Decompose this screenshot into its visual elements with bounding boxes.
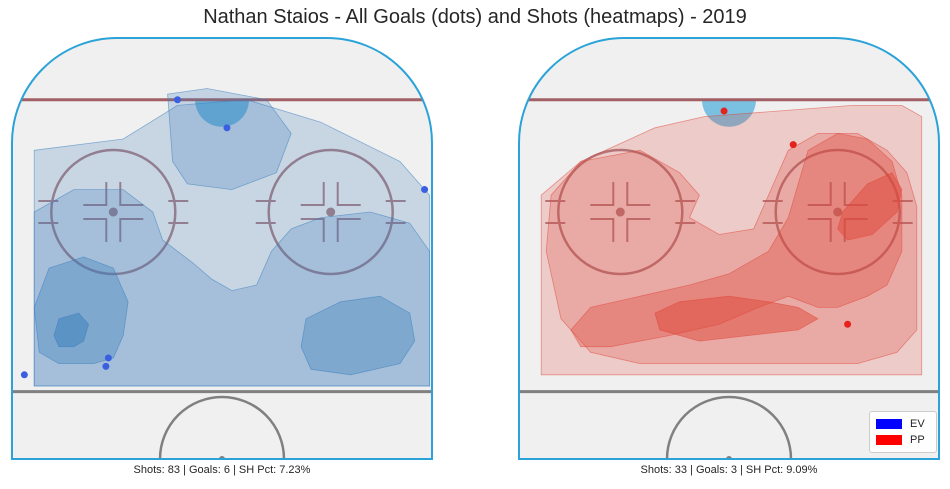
goal-dot-6 <box>20 371 28 379</box>
faceoff-hashmarks-left <box>38 182 189 243</box>
goal-dot-3 <box>421 186 429 194</box>
legend-item-pp: PP <box>876 433 925 447</box>
density-level-2-region-2 <box>33 189 430 387</box>
faceoff-circle-right <box>774 148 901 276</box>
faceoff-circle-right <box>267 148 394 276</box>
legend-swatch-pp <box>876 435 902 446</box>
density-ev <box>33 88 430 387</box>
center-dot <box>726 456 732 459</box>
legend: EV PP <box>869 411 937 453</box>
rink-ice <box>519 38 939 459</box>
pp-stats-caption: Shots: 33 | Goals: 3 | SH Pct: 9.09% <box>640 464 818 476</box>
density-level-4-region-1 <box>53 312 90 348</box>
goal-dot-1 <box>174 96 182 104</box>
rink-ice <box>12 38 432 459</box>
density-level-4-region-1 <box>837 172 903 241</box>
rink-markings <box>519 98 939 459</box>
rink-panel-ev <box>11 37 433 460</box>
faceoff-dot-right <box>833 207 843 217</box>
faceoff-hashmarks-right <box>255 182 406 243</box>
goal-dot-5 <box>102 362 110 370</box>
legend-swatch-ev <box>876 419 902 430</box>
figure-title: Nathan Staios - All Goals (dots) and Sho… <box>203 6 747 28</box>
rink-markings <box>12 88 432 459</box>
goal-dot-2 <box>789 141 797 149</box>
goal-dot-4 <box>104 354 112 362</box>
center-circle <box>665 395 793 459</box>
faceoff-dot-right <box>326 207 336 217</box>
density-pp <box>540 105 923 376</box>
goal-crease <box>195 99 249 127</box>
goal-dot-1 <box>720 107 728 115</box>
goal-dot-2 <box>223 124 231 132</box>
faceoff-dot-left <box>108 207 118 217</box>
faceoff-circle-left <box>50 148 177 276</box>
goal-crease <box>702 99 756 127</box>
density-level-3-region-2 <box>300 295 416 376</box>
ev-stats-caption: Shots: 83 | Goals: 6 | SH Pct: 7.23% <box>133 464 311 476</box>
legend-item-ev: EV <box>876 417 925 431</box>
center-dot <box>219 456 225 459</box>
legend-label-ev: EV <box>910 418 925 430</box>
rink-panel-pp <box>518 37 940 460</box>
faceoff-circle-left <box>557 148 684 276</box>
density-level-4-region-2 <box>654 295 819 342</box>
legend-label-pp: PP <box>910 434 925 446</box>
faceoff-hashmarks-right <box>762 182 913 243</box>
goal-dot-3 <box>844 320 852 328</box>
density-level-2-region-1 <box>167 88 292 191</box>
rink-boards <box>518 37 940 460</box>
faceoff-dot-left <box>615 207 625 217</box>
density-level-3-region-1 <box>33 256 129 365</box>
density-level-2-region-1 <box>545 132 918 365</box>
faceoff-hashmarks-left <box>545 182 696 243</box>
rink-boards <box>11 37 433 460</box>
center-circle <box>158 395 286 459</box>
